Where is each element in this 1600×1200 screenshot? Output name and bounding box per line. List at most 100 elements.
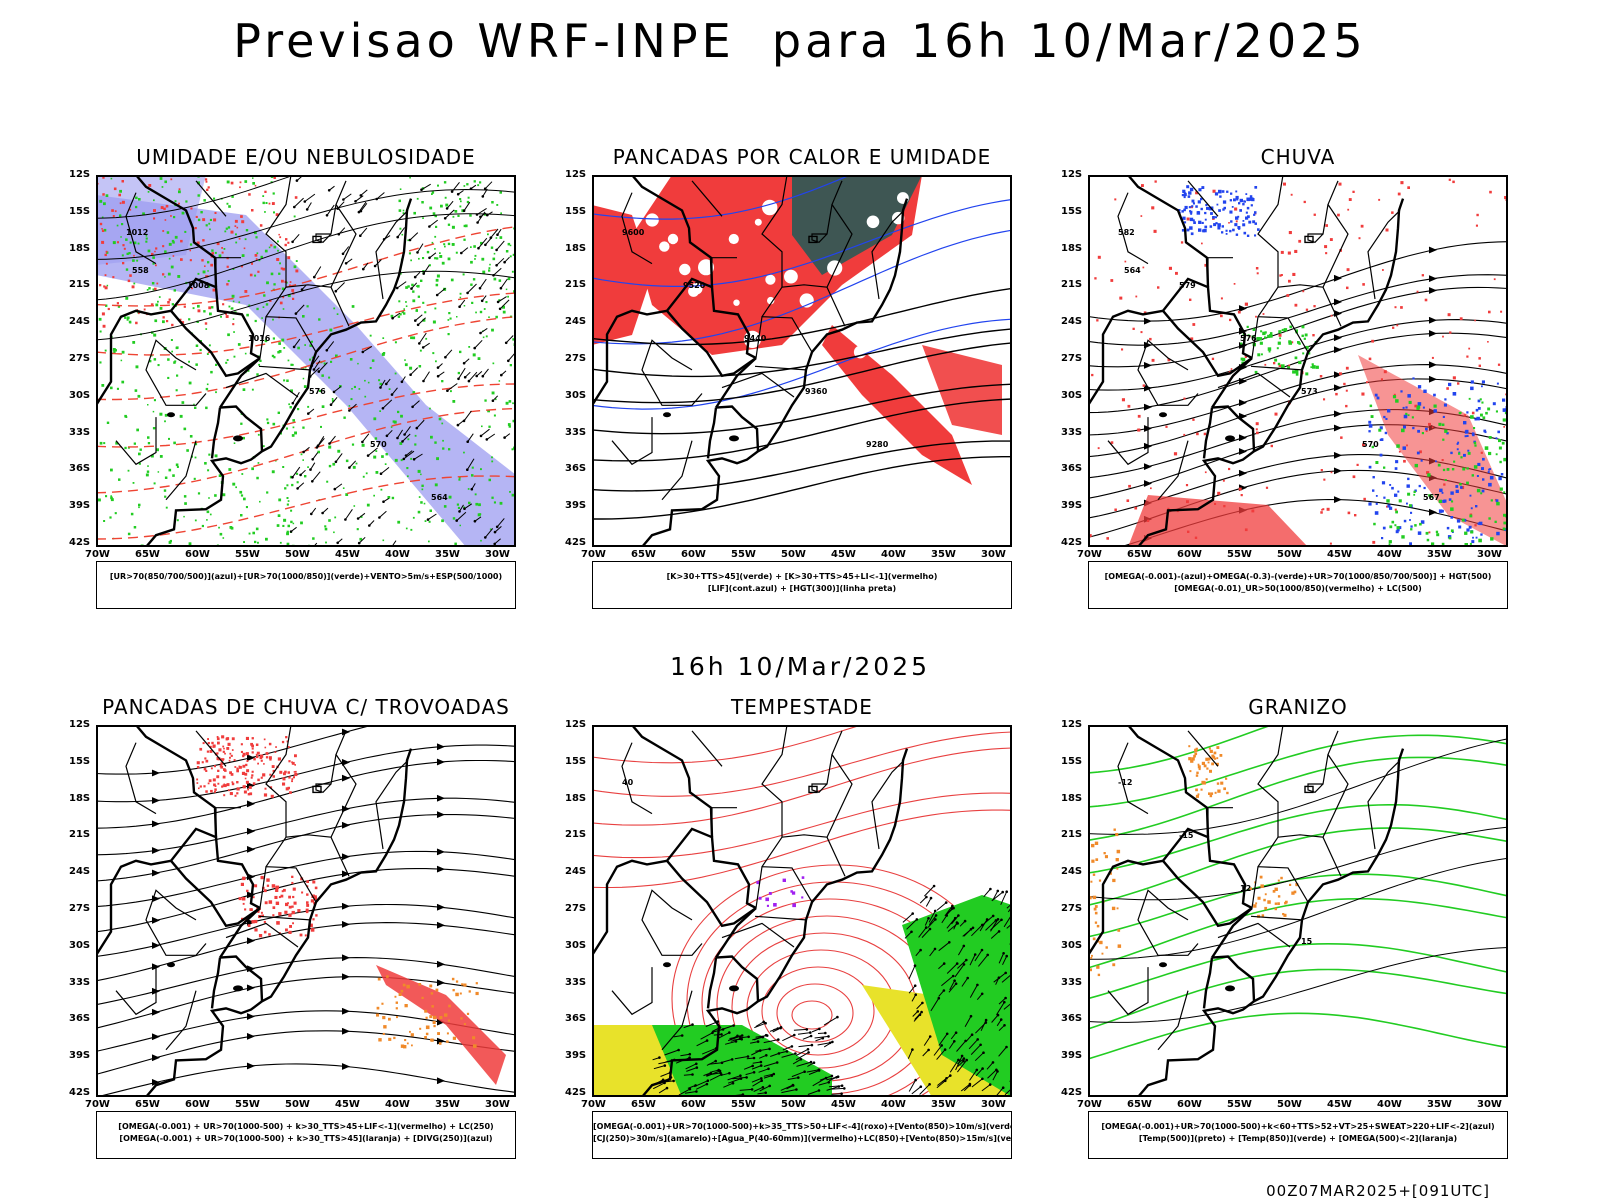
lon-tick-label: 40W	[1377, 1099, 1402, 1110]
contour-label: 564	[431, 493, 448, 502]
lon-tick-label: 30W	[485, 549, 510, 560]
lat-tick-label: 15S	[69, 205, 91, 217]
contour-label: 558	[132, 266, 149, 275]
lon-tick-label: 70W	[581, 549, 606, 560]
contour-label: 9360	[805, 387, 828, 396]
lon-tick-label: 60W	[1177, 549, 1202, 560]
contour-label: 9520	[683, 281, 706, 290]
lon-tick-label: 40W	[385, 1099, 410, 1110]
lon-tick-label: 40W	[881, 549, 906, 560]
contour-label: 576	[309, 387, 326, 396]
lon-tick-label: 35W	[1427, 549, 1452, 560]
lat-tick-label: 39S	[69, 1050, 91, 1062]
legend-line: [OMEGA(-0.001) + UR>70(1000-500) + k>30_…	[118, 1122, 494, 1131]
legend-line: [Temp(500)](preto) + [Temp(850)](verde) …	[1138, 1134, 1458, 1143]
lat-tick-label: 21S	[565, 279, 587, 291]
lat-tick-label: 30S	[1061, 939, 1083, 951]
legend-line: [OMEGA(-0.001) + UR>70(1000-500) + k>30_…	[119, 1134, 493, 1143]
lat-tick-label: 15S	[565, 755, 587, 767]
lon-tick-label: 30W	[981, 1099, 1006, 1110]
lon-tick-label: 60W	[681, 549, 706, 560]
lon-tick-label: 45W	[335, 549, 360, 560]
lon-tick-label: 30W	[1477, 549, 1502, 560]
contour-label: 1008	[187, 281, 210, 290]
lat-tick-label: 36S	[1061, 1013, 1083, 1025]
lat-tick-label: 18S	[1061, 242, 1083, 254]
contour-label: 570	[1362, 440, 1379, 449]
lon-tick-label: 35W	[931, 549, 956, 560]
lat-tick-label: 33S	[69, 976, 91, 988]
lon-tick-label: 55W	[1227, 549, 1252, 560]
lat-tick-label: 42S	[565, 537, 587, 548]
lon-tick-label: 60W	[185, 549, 210, 560]
lon-tick-label: 30W	[485, 1099, 510, 1110]
lon-tick-label: 50W	[1277, 549, 1302, 560]
lat-tick-label: 21S	[565, 829, 587, 841]
lon-tick-label: 50W	[781, 1099, 806, 1110]
lat-tick-label: 27S	[1061, 903, 1083, 914]
contour-label: -12	[1118, 778, 1132, 787]
lon-tick-label: 35W	[435, 549, 460, 560]
contour-label: 1016	[248, 334, 271, 343]
lat-tick-label: 27S	[1061, 353, 1083, 364]
lat-tick-label: 12S	[1061, 719, 1083, 730]
lat-tick-label: 21S	[1061, 279, 1083, 291]
lat-tick-label: 33S	[1061, 976, 1083, 988]
lat-tick-label: 15S	[1061, 755, 1083, 767]
lon-tick-label: 60W	[1177, 1099, 1202, 1110]
page-title: Previsao WRF-INPE para 16h 10/Mar/2025	[233, 14, 1367, 68]
lon-tick-label: 55W	[731, 549, 756, 560]
panel-legend: [OMEGA(-0.001) + UR>70(1000-500) + k>30_…	[96, 1111, 516, 1159]
lat-tick-label: 36S	[565, 463, 587, 475]
lat-tick-label: 39S	[1061, 500, 1083, 512]
lat-tick-label: 27S	[565, 903, 587, 914]
lat-tick-label: 30S	[565, 389, 587, 401]
lon-tick-label: 65W	[1127, 1099, 1152, 1110]
legend-line: [OMEGA(-0.001)+UR>70(1000-500)+k>35_TTS>…	[593, 1122, 1011, 1131]
legend-line: [OMEGA(-0.001)+UR>70(1000-500)+k<60+TTS>…	[1101, 1122, 1495, 1131]
panel-title: PANCADAS POR CALOR E UMIDADE	[612, 145, 992, 169]
legend-line: [CJ(250)>30m/s](amarelo)+[Agua_P(40-60mm…	[593, 1134, 1011, 1143]
lon-tick-label: 50W	[1277, 1099, 1302, 1110]
lon-tick-label: 65W	[631, 1099, 656, 1110]
lat-tick-label: 15S	[1061, 205, 1083, 217]
lat-tick-label: 39S	[565, 1050, 587, 1062]
panel-legend: [K>30+TTS>45](verde) + [K>30+TTS>45+LI<-…	[592, 561, 1012, 609]
lon-tick-label: 45W	[831, 549, 856, 560]
lon-tick-label: 65W	[631, 549, 656, 560]
lon-tick-label: 45W	[1327, 1099, 1352, 1110]
map-plot: 40	[592, 725, 1012, 1097]
contour-label: 567	[1423, 493, 1440, 502]
lat-tick-label: 24S	[565, 866, 587, 878]
lat-tick-label: 36S	[69, 463, 91, 475]
contour-label: 12	[1240, 884, 1251, 893]
lon-tick-label: 70W	[85, 1099, 110, 1110]
legend-line: [OMEGA(-0.01)_UR>50(1000/850)(vermelho) …	[1174, 584, 1422, 593]
lat-tick-label: 36S	[69, 1013, 91, 1025]
contour-label: 1012	[126, 228, 148, 237]
contour-label: 579	[1179, 281, 1196, 290]
lon-tick-label: 40W	[881, 1099, 906, 1110]
lon-tick-label: 45W	[831, 1099, 856, 1110]
lat-tick-label: 36S	[565, 1013, 587, 1025]
lon-tick-label: 70W	[1077, 1099, 1102, 1110]
legend-line: [UR>70(850/700/500)](azul)+[UR>70(1000/8…	[109, 572, 503, 581]
contour-label: -15	[1179, 831, 1194, 840]
legend-line: [LIF](cont.azul) + [HGT(300)](linha pret…	[707, 584, 897, 593]
lat-tick-label: 12S	[1061, 169, 1083, 180]
lat-tick-label: 42S	[69, 537, 91, 548]
lat-tick-label: 27S	[69, 353, 91, 364]
lon-tick-label: 45W	[1327, 549, 1352, 560]
lon-tick-label: 55W	[235, 549, 260, 560]
lat-tick-label: 15S	[565, 205, 587, 217]
lat-tick-label: 27S	[565, 353, 587, 364]
lat-tick-label: 42S	[1061, 537, 1083, 548]
lat-tick-label: 30S	[565, 939, 587, 951]
lat-tick-label: 33S	[69, 426, 91, 438]
panel-title: CHUVA	[1260, 145, 1336, 169]
map-plot: 1012 1008 1016 576 570 564 558	[96, 175, 516, 547]
lon-tick-label: 50W	[781, 549, 806, 560]
lon-tick-label: 60W	[185, 1099, 210, 1110]
lat-tick-label: 24S	[565, 316, 587, 328]
lat-tick-label: 39S	[1061, 1050, 1083, 1062]
